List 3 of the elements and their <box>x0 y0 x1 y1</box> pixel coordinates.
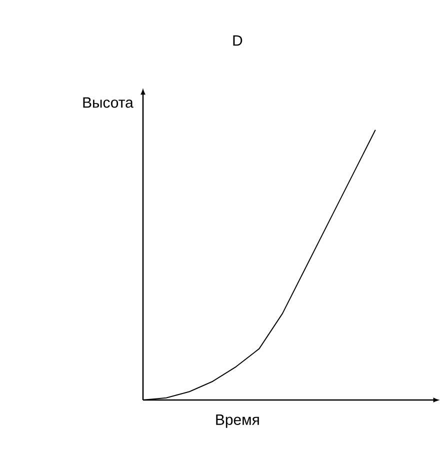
chart-title: D <box>233 35 242 46</box>
x-axis-title: Время <box>216 414 259 428</box>
y-axis-title: Высота <box>83 97 134 108</box>
